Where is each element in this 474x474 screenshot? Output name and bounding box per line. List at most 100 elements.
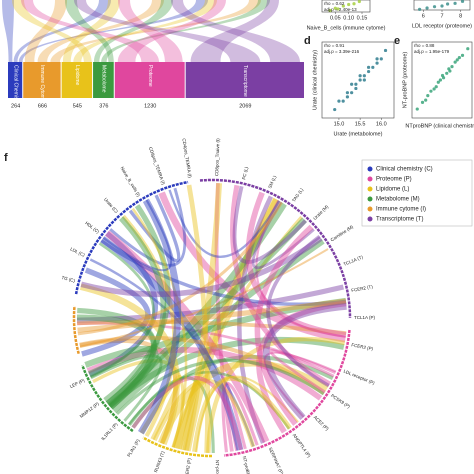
chord bbox=[77, 298, 347, 333]
legend-label: Immune cytome (I) bbox=[376, 207, 426, 213]
x-tick-label: 7 bbox=[440, 13, 443, 19]
bar-category-label: Metabolome bbox=[101, 65, 107, 93]
flow-ribbon bbox=[2, 0, 14, 62]
point bbox=[432, 87, 436, 91]
chord bbox=[89, 258, 255, 447]
ring-segment bbox=[223, 329, 351, 457]
chord bbox=[100, 239, 347, 307]
chord bbox=[131, 207, 188, 448]
chord bbox=[102, 199, 173, 272]
chord bbox=[79, 338, 178, 445]
node-label: MMP12 (P) bbox=[79, 401, 101, 419]
flow-ribbon bbox=[118, 0, 183, 62]
node-label: FCER2 (P) bbox=[351, 342, 374, 351]
legend-swatch bbox=[367, 186, 373, 192]
point bbox=[358, 78, 362, 82]
chord bbox=[77, 201, 283, 336]
chord bbox=[90, 354, 163, 422]
plot-frame bbox=[321, 41, 395, 119]
chord bbox=[263, 351, 337, 418]
node-label: TG (C) bbox=[61, 275, 76, 284]
node-label: IL1RL1 (P) bbox=[100, 421, 119, 441]
node-label: HDL (C) bbox=[84, 220, 100, 234]
chord bbox=[100, 236, 244, 451]
point bbox=[366, 69, 371, 74]
bar bbox=[93, 62, 114, 98]
point bbox=[357, 0, 361, 4]
legend-label: Proteome (P) bbox=[376, 177, 412, 183]
y-axis-label: Urate (clinical chemistry) bbox=[312, 50, 318, 110]
x-axis-label: NTproBNP (clinical chemistry) bbox=[405, 123, 474, 129]
annotation: rho = 0.91 bbox=[324, 43, 345, 48]
legend-swatch bbox=[367, 166, 373, 172]
annotation: rho = 0.62 bbox=[324, 1, 345, 6]
legend-label: Transcriptome (T) bbox=[376, 217, 423, 223]
flow-ribbon bbox=[190, 0, 279, 62]
point bbox=[352, 2, 356, 6]
bar bbox=[61, 62, 93, 98]
chord bbox=[105, 201, 287, 407]
plot-frame bbox=[321, 0, 371, 13]
node-label: PLIN1 (P) bbox=[126, 438, 141, 458]
node-label: FCER2 (P) bbox=[184, 457, 192, 474]
chord bbox=[230, 184, 331, 387]
chord bbox=[106, 217, 307, 408]
node-label: SERPINA7 (P) bbox=[268, 447, 285, 474]
flow-ribbon bbox=[62, 0, 120, 62]
legend-label: Clinical chemistry (C) bbox=[376, 167, 433, 173]
point bbox=[432, 5, 437, 9]
node-label: Urate (M) bbox=[312, 204, 330, 221]
point bbox=[333, 107, 337, 112]
chord bbox=[180, 183, 223, 451]
chord bbox=[221, 381, 259, 453]
node-label: NT-proBNP (P) bbox=[242, 456, 254, 474]
panel-letter: e bbox=[394, 35, 400, 47]
chord bbox=[206, 336, 346, 454]
chord bbox=[87, 297, 347, 377]
chord bbox=[245, 191, 347, 338]
x-tick-label: 8 bbox=[459, 13, 462, 19]
point bbox=[418, 7, 422, 11]
flow-ribbon bbox=[117, 0, 226, 62]
node-label: CD8pos_Tnaive (I) bbox=[214, 138, 220, 176]
node-label: PC (L) bbox=[241, 166, 249, 180]
point bbox=[358, 74, 362, 78]
annotation: adj.p = 2.40e-13 bbox=[324, 7, 357, 12]
chord bbox=[105, 216, 167, 406]
point bbox=[440, 4, 444, 8]
chord bbox=[232, 185, 307, 264]
node-label: CD8pos_TEMRA (I) bbox=[148, 146, 166, 186]
chord bbox=[157, 359, 329, 445]
point bbox=[362, 78, 366, 82]
bar-value-label: 545 bbox=[73, 103, 82, 109]
legend-label: Lipidome (L) bbox=[376, 187, 409, 193]
legend-swatch bbox=[367, 216, 373, 222]
bar bbox=[114, 62, 185, 98]
chord bbox=[168, 189, 281, 258]
chord bbox=[76, 284, 344, 323]
x-tick-label: 6 bbox=[422, 13, 425, 19]
point bbox=[434, 85, 438, 89]
chord bbox=[111, 238, 325, 413]
bar-category-label: Proteome bbox=[147, 65, 153, 87]
node-label: PCSK9 (P) bbox=[330, 393, 352, 409]
panel-letter: f bbox=[4, 152, 8, 164]
node-label: TCL1A (T) bbox=[343, 254, 365, 267]
node-label: LDL receptor (P) bbox=[343, 369, 376, 386]
bar bbox=[23, 62, 61, 98]
flow-ribbon bbox=[171, 0, 301, 62]
panel-letter: d bbox=[304, 35, 311, 47]
ring-segment bbox=[81, 364, 134, 433]
chord bbox=[262, 303, 347, 421]
chord bbox=[109, 187, 187, 267]
ring-segment bbox=[72, 305, 80, 355]
node-label: TAG (L) bbox=[291, 187, 304, 203]
point bbox=[337, 99, 341, 103]
point bbox=[375, 57, 379, 61]
bar-value-label: 2069 bbox=[239, 103, 251, 109]
point bbox=[453, 1, 457, 5]
ring-segment bbox=[142, 436, 213, 458]
point bbox=[375, 61, 379, 65]
flow-ribbon bbox=[65, 0, 114, 62]
chord bbox=[255, 199, 346, 338]
